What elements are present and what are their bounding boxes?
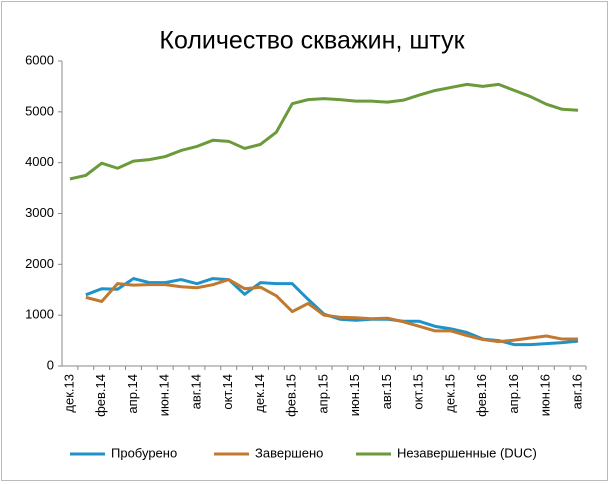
x-tick-label: июн.16 (538, 374, 553, 416)
x-tick-label: июн.15 (347, 374, 362, 416)
x-tick-label: апр.15 (315, 374, 330, 414)
series-line (85, 278, 579, 344)
x-tick-label: авг.15 (379, 374, 394, 409)
y-tick-label: 3000 (25, 205, 54, 220)
legend-label: Завершено (255, 445, 323, 460)
x-tick-label: фев.14 (93, 374, 108, 417)
x-tick-label: авг.14 (188, 374, 203, 409)
x-tick-label: окт.14 (220, 374, 235, 410)
legend-label: Пробурено (111, 445, 177, 460)
y-tick-label: 1000 (25, 307, 54, 322)
y-tick-label: 4000 (25, 154, 54, 169)
x-tick-label: дек.14 (252, 374, 267, 413)
x-tick-label: окт.15 (411, 374, 426, 410)
y-tick-label: 6000 (25, 52, 54, 67)
legend-label: Незавершенные (DUC) (397, 445, 537, 460)
y-tick-label: 0 (47, 357, 54, 372)
series-line (69, 82, 579, 181)
x-tick-label: июн.14 (157, 374, 172, 416)
x-tick-label: авг.16 (569, 374, 584, 409)
x-tick-label: дек.15 (442, 374, 457, 413)
x-tick-label: дек.13 (61, 374, 76, 413)
x-tick-label: фев.15 (284, 374, 299, 417)
y-tick-label: 2000 (25, 256, 54, 271)
x-tick-label: апр.14 (125, 374, 140, 414)
y-tick-label: 5000 (25, 103, 54, 118)
x-tick-label: фев.16 (474, 374, 489, 417)
x-tick-label: апр.16 (506, 374, 521, 414)
chart-title: Количество скважин, штук (159, 27, 465, 55)
